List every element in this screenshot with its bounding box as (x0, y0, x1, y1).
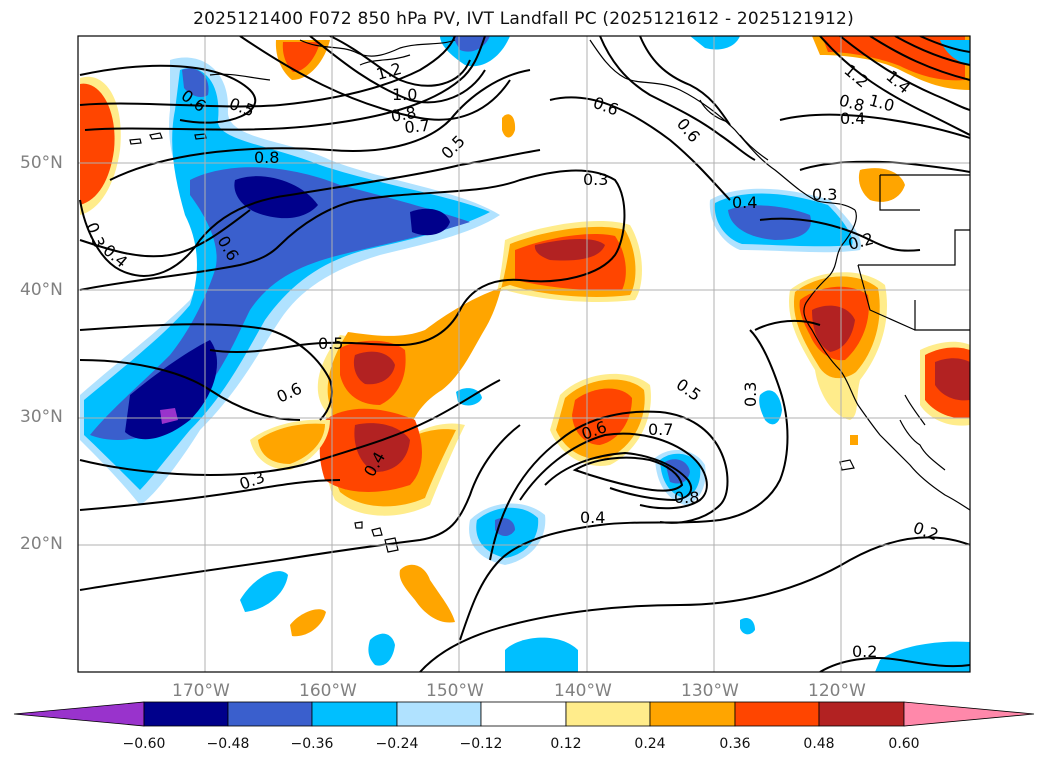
contour-label: 0.4 (580, 508, 605, 527)
lat-label-40n: 40°N (20, 280, 63, 300)
colorbar-tick-label: 0.60 (888, 736, 920, 752)
graticule (78, 36, 970, 672)
colorbar-bin (396, 701, 482, 727)
map-title: 2025121400 F072 850 hPa PV, IVT Landfall… (193, 9, 854, 29)
contour-label: 0.3 (583, 170, 608, 189)
colorbar-bin (227, 701, 313, 727)
colorbar-tick-label: 0.12 (550, 736, 582, 752)
contour-label: 0.3 (741, 382, 760, 407)
lat-label-20n: 20°N (20, 534, 63, 554)
colorbar-extend-high (903, 701, 1035, 727)
lon-label-170w: 170°W (172, 681, 230, 701)
contour-label: 0.8 (254, 148, 279, 167)
colorbar-extend-low (13, 701, 145, 727)
colorbar-bin (818, 701, 905, 727)
colorbar-bin (734, 701, 820, 727)
colorbar-bin (480, 701, 567, 727)
colorbar-tick-label: −0.60 (122, 736, 166, 752)
coastlines (129, 39, 970, 553)
pv-contours (79, 36, 970, 672)
contour-label: 0.8 (389, 103, 417, 126)
colorbar-tick-label: 0.36 (719, 736, 751, 752)
lat-label-30n: 30°N (20, 407, 63, 427)
contour-label: 0.7 (648, 420, 673, 439)
colorbar-bin (649, 701, 736, 727)
contour-label: 0.3 (812, 185, 837, 204)
contour-label: 0.8 (674, 488, 699, 507)
lon-label-120w: 120°W (808, 681, 866, 701)
contour-label: 0.7 (404, 116, 431, 137)
lon-label-160w: 160°W (299, 681, 357, 701)
lon-label-140w: 140°W (554, 681, 612, 701)
pv-shading (80, 36, 970, 672)
map-frame (77, 35, 971, 673)
contour-label: 0.5 (318, 334, 343, 353)
colorbar-bin (311, 701, 398, 727)
colorbar-tick-label: 0.48 (803, 736, 835, 752)
contour-label: 0.2 (852, 642, 877, 661)
contour-label: 1.0 (392, 85, 417, 104)
lon-label-150w: 150°W (426, 681, 484, 701)
colorbar-tick-label: −0.48 (206, 736, 250, 752)
colorbar-tick-label: −0.36 (290, 736, 334, 752)
contour-label: 0.4 (732, 193, 757, 212)
colorbar-bin (143, 701, 229, 727)
colorbar (13, 701, 1035, 727)
colorbar-tick-label: 0.24 (634, 736, 666, 752)
colorbar-tick-label: −0.12 (459, 736, 503, 752)
colorbar-tick-label: −0.24 (375, 736, 419, 752)
lon-label-130w: 130°W (681, 681, 739, 701)
contour-label: 0.4 (840, 109, 865, 128)
colorbar-bin (565, 701, 651, 727)
lat-label-50n: 50°N (20, 153, 63, 173)
